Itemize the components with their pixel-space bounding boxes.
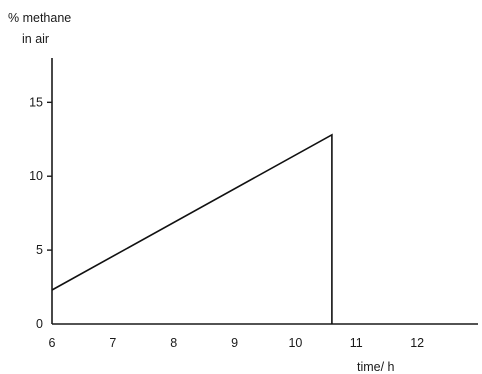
x-tick-label: 10 <box>288 336 302 350</box>
x-tick-label: 11 <box>350 336 363 350</box>
ticks: 0 5 10 15 6 7 8 9 10 11 12 <box>29 95 424 350</box>
series-group <box>51 133 333 324</box>
x-tick-label: 9 <box>231 336 238 350</box>
y-tick-label: 5 <box>36 243 43 257</box>
series-line <box>51 133 333 324</box>
x-tick-label: 12 <box>410 336 424 350</box>
y-tick-label: 10 <box>29 169 43 183</box>
x-axis-label: time/ h <box>357 360 395 374</box>
x-tick-label: 6 <box>49 336 56 350</box>
x-tick-label: 7 <box>109 336 116 350</box>
y-tick-label: 15 <box>29 95 43 109</box>
y-axis-label-line-1: % methane <box>8 11 71 25</box>
y-tick-label: 0 <box>36 317 43 331</box>
axes <box>51 58 478 325</box>
x-tick-label: 8 <box>170 336 177 350</box>
y-axis-label-line-2: in air <box>22 32 49 46</box>
